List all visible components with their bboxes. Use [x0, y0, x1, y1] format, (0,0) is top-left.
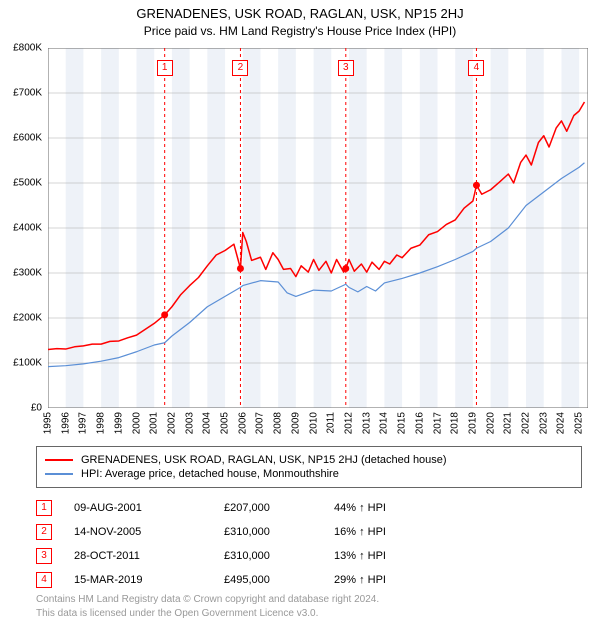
legend-swatch [45, 473, 73, 475]
y-tick-label: £100K [0, 358, 42, 369]
sales-row-marker: 3 [36, 548, 52, 564]
x-tick-label: 2001 [149, 412, 160, 434]
x-tick-label: 2000 [131, 412, 142, 434]
x-tick-label: 2017 [432, 412, 443, 434]
plot-svg [48, 48, 588, 408]
x-tick-label: 2016 [414, 412, 425, 434]
x-tick-label: 2022 [521, 412, 532, 434]
sales-diff: 13% ↑ HPI [334, 550, 564, 562]
x-tick-label: 2025 [574, 412, 585, 434]
sales-row: 3 28-OCT-2011£310,00013% ↑ HPI [36, 544, 564, 568]
legend-item: GRENADENES, USK ROAD, RAGLAN, USK, NP15 … [45, 453, 573, 467]
legend-item: HPI: Average price, detached house, Monm… [45, 467, 573, 481]
x-tick-label: 1996 [60, 412, 71, 434]
x-tick-label: 2008 [273, 412, 284, 434]
sales-price: £310,000 [224, 526, 334, 538]
sales-date: 28-OCT-2011 [74, 550, 224, 562]
y-tick-label: £300K [0, 268, 42, 279]
y-tick-label: £600K [0, 133, 42, 144]
footer-line-2: This data is licensed under the Open Gov… [36, 607, 564, 620]
sales-row-marker: 1 [36, 500, 52, 516]
x-tick-label: 1995 [43, 412, 54, 434]
y-tick-label: £0 [0, 403, 42, 414]
sales-row: 2 14-NOV-2005£310,00016% ↑ HPI [36, 520, 564, 544]
sales-date: 09-AUG-2001 [74, 502, 224, 514]
legend-swatch [45, 459, 73, 461]
sales-price: £207,000 [224, 502, 334, 514]
y-tick-label: £200K [0, 313, 42, 324]
x-tick-label: 2018 [450, 412, 461, 434]
x-tick-label: 2015 [397, 412, 408, 434]
x-tick-label: 2004 [202, 412, 213, 434]
x-tick-label: 2023 [538, 412, 549, 434]
x-tick-label: 2006 [237, 412, 248, 434]
sale-marker-3: 3 [338, 60, 354, 76]
chart-subtitle: Price paid vs. HM Land Registry's House … [0, 24, 600, 38]
x-tick-label: 2002 [166, 412, 177, 434]
sales-diff: 44% ↑ HPI [334, 502, 564, 514]
chart-container: GRENADENES, USK ROAD, RAGLAN, USK, NP15 … [0, 6, 600, 620]
y-tick-label: £500K [0, 178, 42, 189]
sales-diff: 16% ↑ HPI [334, 526, 564, 538]
x-tick-label: 1998 [96, 412, 107, 434]
sales-price: £495,000 [224, 574, 334, 586]
legend: GRENADENES, USK ROAD, RAGLAN, USK, NP15 … [36, 446, 582, 488]
footer-line-1: Contains HM Land Registry data © Crown c… [36, 593, 564, 607]
sales-row-marker: 4 [36, 572, 52, 588]
y-tick-label: £800K [0, 43, 42, 54]
x-tick-label: 2020 [485, 412, 496, 434]
sale-marker-2: 2 [232, 60, 248, 76]
sale-marker-1: 1 [157, 60, 173, 76]
sales-table: 1 09-AUG-2001£207,00044% ↑ HPI 2 14-NOV-200… [36, 496, 564, 592]
x-tick-label: 2007 [255, 412, 266, 434]
sales-row: 1 09-AUG-2001£207,00044% ↑ HPI [36, 496, 564, 520]
x-tick-label: 1999 [113, 412, 124, 434]
x-tick-label: 2012 [343, 412, 354, 434]
chart-area: £0£100K£200K£300K£400K£500K£600K£700K£80… [48, 48, 588, 408]
legend-label: HPI: Average price, detached house, Monm… [81, 468, 339, 480]
sale-marker-4: 4 [468, 60, 484, 76]
x-tick-label: 2005 [220, 412, 231, 434]
x-tick-label: 1997 [78, 412, 89, 434]
sales-date: 14-NOV-2005 [74, 526, 224, 538]
x-tick-label: 2011 [326, 412, 337, 434]
chart-title: GRENADENES, USK ROAD, RAGLAN, USK, NP15 … [0, 6, 600, 21]
sales-row: 4 15-MAR-2019£495,00029% ↑ HPI [36, 568, 564, 592]
x-tick-label: 2021 [503, 412, 514, 434]
x-tick-label: 2010 [308, 412, 319, 434]
legend-label: GRENADENES, USK ROAD, RAGLAN, USK, NP15 … [81, 454, 447, 466]
x-tick-label: 2024 [556, 412, 567, 434]
footer-attribution: Contains HM Land Registry data © Crown c… [36, 593, 564, 620]
x-tick-label: 2014 [379, 412, 390, 434]
x-tick-label: 2019 [467, 412, 478, 434]
x-tick-label: 2003 [184, 412, 195, 434]
y-tick-label: £400K [0, 223, 42, 234]
sales-price: £310,000 [224, 550, 334, 562]
sales-row-marker: 2 [36, 524, 52, 540]
y-tick-label: £700K [0, 88, 42, 99]
sales-date: 15-MAR-2019 [74, 574, 224, 586]
sales-diff: 29% ↑ HPI [334, 574, 564, 586]
x-tick-label: 2013 [361, 412, 372, 434]
x-tick-label: 2009 [290, 412, 301, 434]
